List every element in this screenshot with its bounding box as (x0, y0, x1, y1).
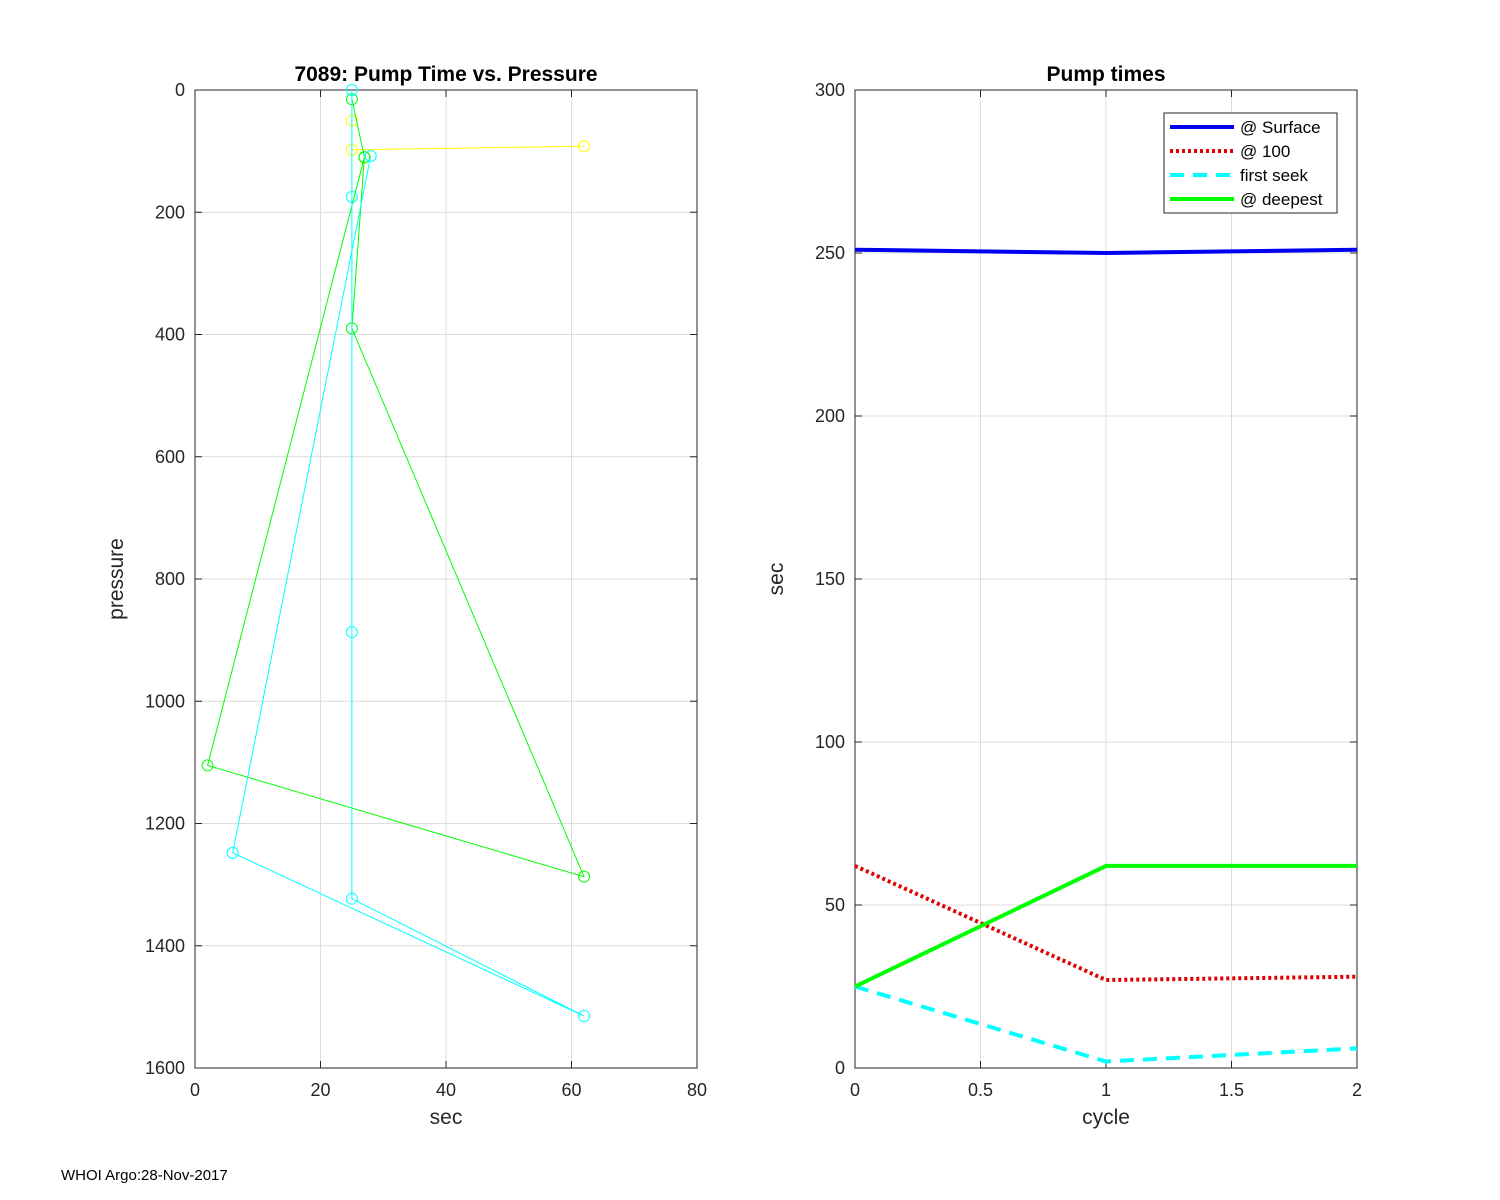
left-data-point-marker (364, 150, 377, 163)
left-title: 7089: Pump Time vs. Pressure (294, 63, 597, 86)
left-x-tick-label: 0 (190, 1080, 200, 1100)
left-y-tick-label: 600 (155, 447, 185, 467)
left-y-tick-label: 1600 (145, 1058, 185, 1078)
left-axes-box (194, 89, 698, 1069)
right-series-line-2 (854, 864, 1358, 983)
left-x-axis-label: sec (430, 1106, 463, 1129)
legend-label: first seek (1240, 166, 1309, 185)
right-y-tick-label: 50 (825, 895, 845, 915)
left-data-point-marker (201, 759, 214, 772)
right-y-axis-label: sec (765, 563, 788, 596)
right-legend: @ Surface @ 100 first seek @ deepest (1163, 112, 1338, 214)
left-x-tick-label: 60 (561, 1080, 581, 1100)
right-y-tick-label: 0 (835, 1058, 845, 1078)
left-data-point-marker (578, 140, 591, 153)
left-data-point-marker (226, 846, 239, 859)
left-data-point-marker (345, 626, 358, 639)
left-series-line-3 (232, 90, 585, 1017)
left-data-point-marker (345, 190, 358, 203)
right-x-tick-label: 0.5 (968, 1080, 993, 1100)
right-x-tick-label: 0 (850, 1080, 860, 1100)
right-axes-box (854, 89, 1358, 1069)
right-series-line-1 (854, 247, 1358, 256)
right-series-line-3 (854, 984, 1358, 1064)
legend-box (1163, 112, 1338, 214)
legend-label: @ deepest (1240, 190, 1323, 209)
pump-time-vs-pressure-plot: 0 20 40 60 800200400600800100012001400160070… (105, 63, 707, 1129)
left-y-tick-label: 1000 (145, 691, 185, 711)
left-y-tick-label: 200 (155, 202, 185, 222)
right-x-tick-label: 1 (1101, 1080, 1111, 1100)
left-data-point-marker (578, 1010, 591, 1023)
footer-stamp: WHOI Argo:28-Nov-2017 (61, 1167, 228, 1184)
legend-label: @ 100 (1240, 142, 1290, 161)
left-series-line-2 (206, 99, 585, 878)
right-y-tick-label: 250 (815, 243, 845, 263)
left-y-axis-label: pressure (105, 538, 128, 620)
left-data-point-marker (345, 84, 358, 96)
right-y-tick-label: 200 (815, 406, 845, 426)
left-y-tick-label: 1200 (145, 814, 185, 834)
legend-label: @ Surface (1240, 118, 1321, 137)
left-data-point-marker (358, 151, 371, 164)
right-x-tick-label: 1.5 (1219, 1080, 1244, 1100)
right-y-tick-label: 150 (815, 569, 845, 589)
left-data-point-marker (345, 892, 358, 905)
pump-times-plot: 0 0.5 1 1.5 2 0 50 100 150 200 250 300 Pump times cyc… (765, 63, 1362, 1129)
left-x-tick-label: 80 (687, 1080, 707, 1100)
left-y-tick-label: 400 (155, 325, 185, 345)
left-x-tick-label: 20 (310, 1080, 330, 1100)
left-x-tick-label: 40 (436, 1080, 456, 1100)
right-y-tick-label: 100 (815, 732, 845, 752)
right-title: Pump times (1046, 63, 1165, 86)
right-x-tick-label: 2 (1352, 1080, 1362, 1100)
right-series-line-4 (854, 863, 1357, 989)
left-data-point-marker (578, 870, 591, 883)
right-y-tick-label: 300 (815, 80, 845, 100)
left-y-tick-label: 800 (155, 569, 185, 589)
right-x-axis-label: cycle (1082, 1106, 1130, 1129)
left-y-tick-label: 0 (175, 80, 185, 100)
left-y-tick-label: 1400 (145, 936, 185, 956)
